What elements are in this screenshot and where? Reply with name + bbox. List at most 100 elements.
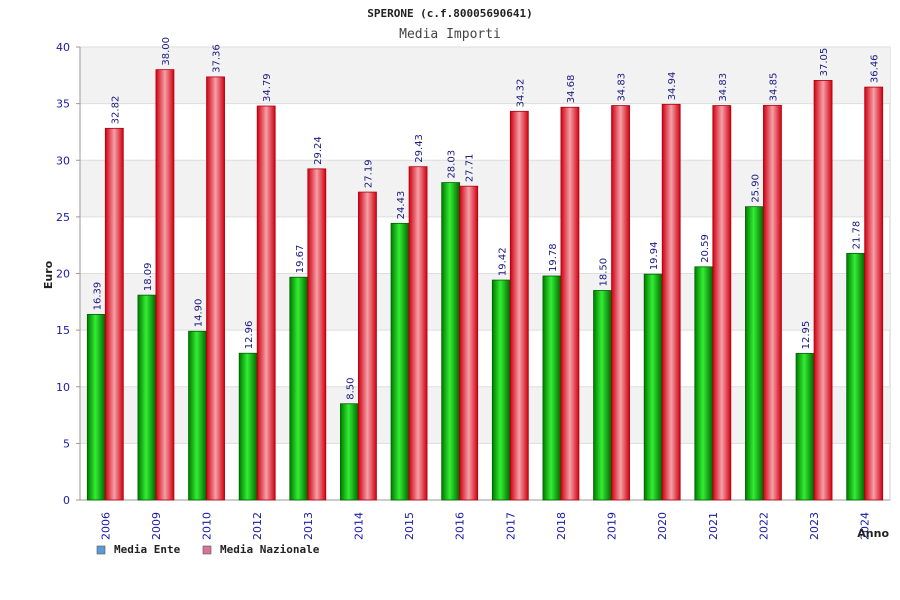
data-label: 37.05: [819, 48, 830, 77]
x-tick-label: 2012: [251, 512, 264, 540]
x-axis-label: Anno: [857, 527, 889, 540]
y-tick-label: 30: [56, 154, 70, 167]
data-label: 28.03: [447, 150, 458, 179]
data-label: 12.96: [244, 321, 255, 350]
data-label: 27.19: [363, 159, 374, 188]
bars: 16.39 32.82 18.09 38.00 14.90 37.36 12.96 34.79…: [86, 37, 884, 501]
data-label: 34.85: [768, 73, 779, 102]
data-label: 34.83: [718, 73, 729, 102]
bar-media-nazionale-2023: [813, 80, 833, 501]
data-label: 19.67: [295, 245, 306, 274]
data-label: 24.43: [396, 191, 407, 220]
bar-media-nazionale-2017: [509, 110, 529, 501]
y-tick-label: 5: [63, 437, 70, 450]
data-label: 18.09: [143, 262, 154, 291]
bar-media-nazionale-2020: [661, 103, 681, 501]
bar-media-ente-2006: [86, 313, 106, 501]
y-tick-label: 15: [56, 324, 70, 337]
y-axis-label: Euro: [42, 260, 55, 289]
bar-media-ente-2018: [542, 275, 562, 501]
x-tick-label: 2013: [302, 512, 315, 540]
bar-media-nazionale-2021: [712, 105, 732, 501]
bar-media-nazionale-2013: [307, 168, 327, 501]
x-tick-label: 2024: [859, 512, 872, 540]
legend-swatch: [96, 545, 106, 555]
legend-label: Media Ente: [114, 543, 181, 556]
data-label: 29.43: [414, 134, 425, 163]
y-tick-label: 0: [63, 494, 70, 507]
data-label: 38.00: [161, 37, 172, 66]
chart-title: SPERONE (c.f.80005690641): [367, 7, 533, 20]
data-label: 19.78: [548, 243, 559, 272]
y-tick-label: 40: [56, 41, 70, 54]
data-label: 12.95: [801, 321, 812, 350]
chart-subtitle: Media Importi: [399, 27, 501, 42]
legend-swatch: [202, 545, 212, 555]
bar-media-ente-2014: [340, 403, 359, 501]
x-tick-label: 2015: [403, 512, 416, 540]
x-tick-label: 2016: [454, 512, 467, 540]
x-tick-label: 2022: [757, 512, 770, 540]
x-tick-label: 2006: [99, 512, 112, 540]
x-tick-label: 2021: [707, 512, 720, 540]
y-tick-label: 25: [56, 211, 70, 224]
x-tick-label: 2014: [352, 512, 365, 540]
x-tick-label: 2010: [201, 512, 214, 540]
data-label: 34.83: [617, 73, 628, 102]
data-label: 16.39: [92, 282, 103, 311]
bar-media-ente-2022: [745, 206, 764, 501]
x-tick-label: 2023: [808, 512, 821, 540]
data-label: 25.90: [750, 174, 761, 203]
bar-media-nazionale-2014: [358, 191, 377, 501]
y-tick-label: 10: [56, 381, 70, 394]
legend: Media Ente Media Nazionale: [96, 543, 320, 556]
bar-media-nazionale-2015: [408, 166, 428, 501]
bar-media-ente-2013: [289, 276, 309, 501]
bar-media-nazionale-2016: [459, 185, 479, 501]
bar-media-nazionale-2012: [256, 105, 276, 501]
data-label: 29.24: [313, 136, 324, 165]
x-tick-label: 2017: [504, 512, 517, 540]
data-label: 20.59: [700, 234, 711, 263]
x-tick-label: 2009: [150, 512, 163, 540]
data-label: 18.50: [599, 258, 610, 287]
bar-media-ente-2019: [593, 290, 612, 501]
y-tick-label: 35: [56, 98, 70, 111]
data-label: 19.94: [649, 242, 660, 271]
data-label: 34.94: [667, 72, 678, 101]
bar-media-ente-2020: [643, 273, 663, 501]
data-label: 34.68: [566, 75, 577, 104]
bar-media-ente-2016: [441, 182, 461, 501]
bar-media-ente-2021: [694, 266, 714, 501]
data-label: 32.82: [110, 96, 121, 125]
y-tick-label: 20: [56, 268, 70, 281]
data-label: 14.90: [194, 299, 205, 328]
data-label: 27.71: [465, 154, 476, 183]
data-label: 21.78: [852, 221, 863, 250]
bar-media-ente-2017: [491, 279, 511, 501]
bar-media-nazionale-2018: [560, 106, 580, 501]
bar-media-ente-2009: [137, 294, 157, 501]
bar-media-ente-2024: [846, 252, 866, 501]
data-label: 37.36: [212, 44, 223, 73]
data-label: 34.79: [262, 73, 273, 102]
data-label: 19.42: [497, 247, 508, 276]
data-label: 34.32: [515, 79, 526, 108]
x-tick-label: 2020: [656, 512, 669, 540]
bar-media-nazionale-2024: [864, 86, 884, 501]
data-label: 36.46: [870, 54, 881, 83]
legend-label: Media Nazionale: [220, 543, 320, 556]
bar-media-ente-2010: [188, 330, 207, 501]
x-tick-label: 2018: [555, 512, 568, 540]
bar-media-ente-2015: [390, 222, 410, 501]
bar-media-nazionale-2022: [763, 104, 782, 501]
bar-media-nazionale-2010: [206, 76, 225, 501]
bar-media-nazionale-2006: [104, 127, 124, 501]
bar-media-ente-2012: [238, 352, 258, 501]
bar-media-nazionale-2019: [611, 105, 630, 501]
x-tick-label: 2019: [606, 512, 619, 540]
data-label: 8.50: [345, 377, 356, 399]
x-axis-ticks: 2006 2009 2010 2012 2013 2014 2015 2016 2017 2018…: [99, 512, 871, 540]
bar-media-ente-2023: [795, 352, 815, 501]
